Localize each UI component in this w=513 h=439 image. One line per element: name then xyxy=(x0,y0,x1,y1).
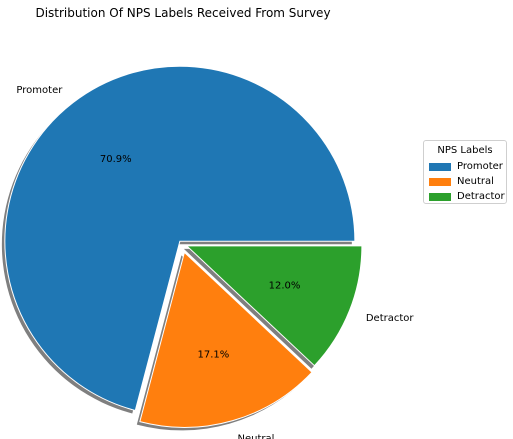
legend-item-neutral: Neutral xyxy=(424,174,506,189)
slice-pct-promoter: 70.9% xyxy=(100,154,132,165)
pie-slices xyxy=(4,65,363,428)
slice-label-neutral: Neutral xyxy=(238,433,275,439)
legend-swatch-neutral xyxy=(429,177,451,186)
legend-item-detractor: Detractor xyxy=(424,189,506,204)
slice-neutral xyxy=(139,251,313,428)
slice-pct-neutral: 17.1% xyxy=(198,349,230,360)
legend-label-neutral: Neutral xyxy=(457,176,494,187)
legend-label-promoter: Promoter xyxy=(457,161,503,172)
slice-labels: Promoter 70.9% Neutral 17.1% Detractor 12.0% xyxy=(16,85,414,439)
chart-title: Distribution Of NPS Labels Received From… xyxy=(35,6,330,20)
slice-promoter xyxy=(4,65,356,412)
slice-pct-detractor: 12.0% xyxy=(269,281,301,292)
slice-label-detractor: Detractor xyxy=(366,313,415,324)
slice-label-promoter: Promoter xyxy=(16,85,63,96)
legend: NPS Labels Promoter Neutral Detractor xyxy=(423,140,507,204)
slice-detractor xyxy=(185,245,363,367)
legend-label-detractor: Detractor xyxy=(457,191,505,202)
legend-swatch-detractor xyxy=(429,192,451,201)
legend-swatch-promoter xyxy=(429,162,451,171)
legend-title: NPS Labels xyxy=(437,145,493,156)
legend-item-promoter: Promoter xyxy=(424,159,506,174)
